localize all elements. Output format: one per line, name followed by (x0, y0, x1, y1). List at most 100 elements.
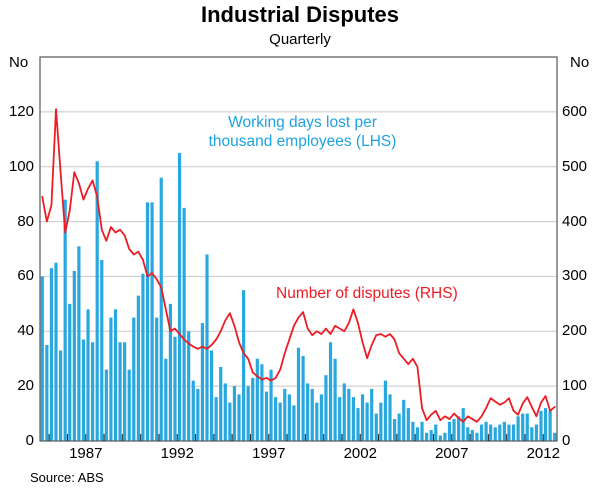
y-axis-label-right: 600 (562, 102, 588, 120)
working-days-lost-bar (150, 202, 154, 441)
working-days-lost-bar (470, 430, 474, 441)
y-axis-label-left: 100 (8, 157, 34, 175)
working-days-lost-bar (425, 432, 429, 441)
y-axis-label-left: 0 (25, 432, 34, 449)
working-days-lost-bar (333, 358, 337, 441)
working-days-lost-bar (429, 430, 433, 441)
right-axis-unit-label: No (570, 54, 590, 71)
working-days-lost-bar (209, 350, 214, 441)
working-days-lost-bar (283, 388, 287, 441)
left-axis-unit-label: No (9, 54, 29, 71)
x-axis-label: 2012 (526, 445, 560, 462)
working-days-lost-bar (251, 377, 255, 441)
working-days-lost-bar (457, 416, 461, 441)
working-days-lost-bar (86, 309, 90, 441)
working-days-lost-bar (232, 386, 237, 441)
bars-series-label-line2: thousand employees (LHS) (208, 133, 397, 150)
y-axis-label-left: 20 (17, 377, 34, 395)
working-days-lost-bar (507, 424, 511, 441)
working-days-lost-bar (58, 350, 63, 441)
working-days-lost-bar (319, 394, 323, 441)
working-days-lost-bar (443, 432, 447, 441)
working-days-lost-bar (306, 383, 310, 441)
working-days-lost-bar (242, 290, 246, 441)
working-days-lost-bar (447, 421, 452, 441)
working-days-lost-bar (374, 413, 378, 441)
working-days-lost-bar (370, 388, 374, 441)
working-days-lost-bar (219, 366, 223, 441)
y-axis-label-left: 80 (17, 212, 34, 230)
working-days-lost-bar (525, 413, 529, 441)
working-days-lost-bar (109, 317, 113, 441)
working-days-lost-bar (406, 408, 410, 441)
plot-frame (39, 56, 558, 442)
working-days-lost-bar (292, 405, 296, 441)
working-days-lost-bar (40, 276, 44, 441)
working-days-lost-bar (479, 424, 484, 441)
working-days-lost-bar (132, 317, 136, 441)
working-days-lost-bar (177, 153, 182, 441)
working-days-lost-bar (141, 273, 145, 441)
working-days-lost-bar (342, 383, 346, 441)
working-days-lost-bar (301, 355, 305, 441)
bars-series-label: Working days lost per thousand employees… (170, 113, 435, 151)
working-days-lost-bar (498, 424, 502, 441)
working-days-lost-bar (415, 427, 420, 441)
working-days-lost-bar (95, 161, 99, 442)
working-days-lost-bar (420, 421, 424, 441)
working-days-lost-bar (530, 427, 534, 441)
working-days-lost-bar (383, 380, 388, 441)
working-days-lost-bar (191, 380, 195, 441)
working-days-lost-bar (338, 397, 342, 441)
working-days-lost-bar (223, 383, 227, 441)
working-days-lost-bar (296, 347, 301, 441)
working-days-lost-bar (452, 419, 456, 441)
working-days-lost-bar (324, 375, 328, 441)
working-days-lost-bar (434, 424, 438, 441)
working-days-lost-bar (104, 369, 108, 441)
working-days-lost-bar (228, 402, 232, 441)
working-days-lost-bar (187, 331, 191, 441)
working-days-lost-bar (68, 303, 72, 441)
x-axis-label: 2007 (435, 445, 469, 462)
working-days-lost-bar (255, 358, 259, 441)
working-days-lost-bar (127, 369, 131, 441)
working-days-lost-bar (475, 432, 479, 441)
working-days-lost-bar (539, 410, 543, 441)
working-days-lost-bar (516, 416, 520, 441)
y-axis-label-left: 60 (17, 267, 34, 285)
x-axis-label: 2002 (343, 445, 377, 462)
working-days-lost-bar (328, 342, 333, 441)
working-days-lost-bar (260, 364, 264, 441)
working-days-lost-bar (113, 309, 118, 441)
y-axis-label-right: 0 (562, 432, 571, 449)
y-axis-label-right: 200 (562, 322, 588, 340)
working-days-lost-bar (543, 408, 548, 441)
y-axis-label-right: 500 (562, 157, 588, 175)
x-axis-label: 1987 (69, 445, 103, 462)
working-days-lost-bar (100, 259, 104, 441)
working-days-lost-bar (63, 199, 67, 441)
working-days-lost-bar (356, 408, 360, 441)
working-days-lost-bar (392, 419, 397, 441)
working-days-lost-bar (360, 394, 365, 441)
y-axis-label-right: 400 (562, 212, 588, 230)
y-axis-label-right: 100 (562, 377, 588, 395)
working-days-lost-bar (269, 369, 273, 441)
working-days-lost-bar (164, 358, 168, 441)
working-days-lost-bar (91, 342, 95, 441)
working-days-lost-bar (521, 413, 525, 441)
working-days-lost-bar (502, 421, 506, 441)
working-days-lost-bar (136, 295, 140, 441)
working-days-lost-bar (397, 413, 401, 441)
working-days-lost-bar (351, 397, 355, 441)
working-days-lost-bar (159, 177, 163, 441)
chart-title: Industrial Disputes (200, 2, 400, 27)
working-days-lost-bar (511, 424, 516, 441)
working-days-lost-bar (315, 402, 319, 441)
working-days-lost-bar (246, 386, 250, 441)
working-days-lost-bar (72, 270, 76, 441)
y-axis-label-left: 40 (17, 322, 34, 340)
